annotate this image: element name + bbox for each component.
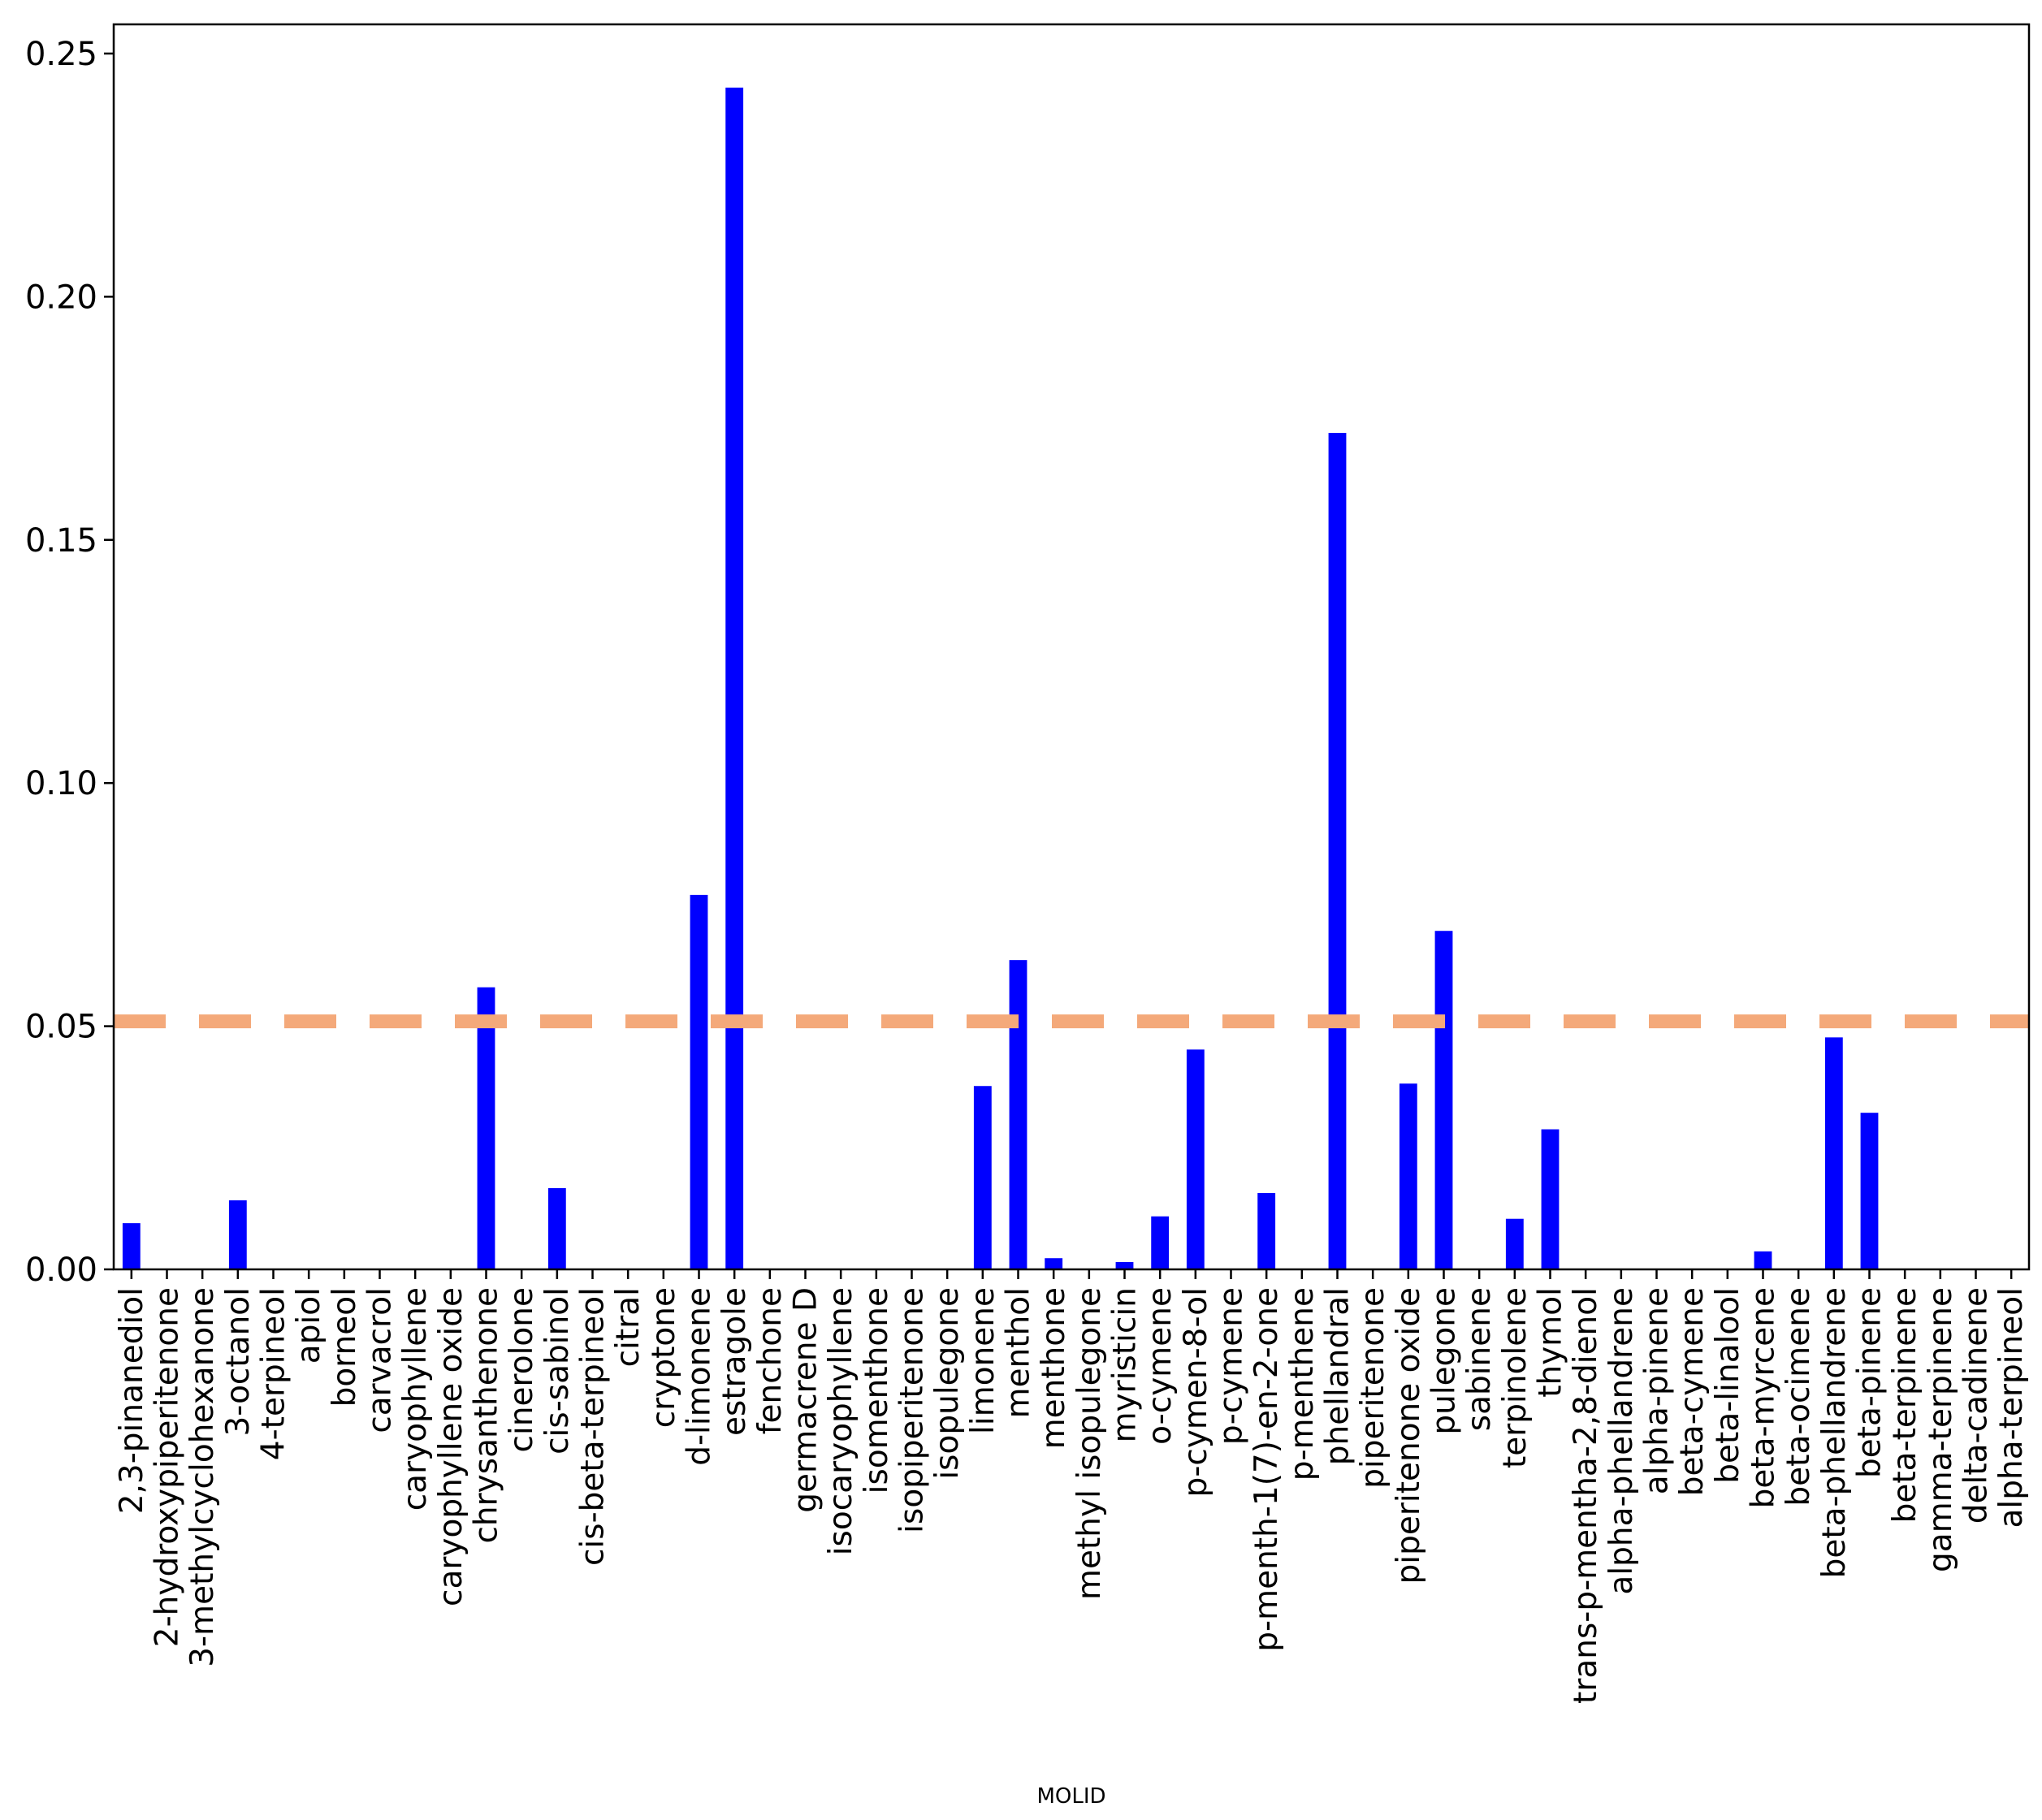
x-tick-label-35: piperitenone xyxy=(1355,1287,1391,1489)
x-axis: 2,3-pinanediol2-hydroxypiperitenone3-met… xyxy=(114,1269,2030,1704)
x-tick-label-26: menthone xyxy=(1036,1287,1072,1449)
x-tick-label-19: germacrene D xyxy=(788,1287,824,1513)
x-tick-label-41: trans-p-mentha-2,8-dienol xyxy=(1568,1287,1604,1704)
bar-34 xyxy=(1328,433,1347,1269)
x-tick-label-12: cis-sabinol xyxy=(539,1287,576,1455)
x-tick-label-11: cinerolone xyxy=(504,1287,540,1452)
bar-26 xyxy=(1045,1258,1063,1269)
y-tick-label-4: 0.20 xyxy=(25,279,97,316)
y-tick-label-5: 0.25 xyxy=(25,36,97,73)
x-tick-label-46: beta-myrcene xyxy=(1746,1287,1782,1508)
x-tick-label-49: beta-pinene xyxy=(1852,1287,1888,1478)
x-tick-label-7: carvacrol xyxy=(362,1287,399,1433)
x-tick-label-47: beta-ocimene xyxy=(1780,1287,1817,1507)
x-tick-label-18: fenchone xyxy=(752,1287,789,1434)
bar-32 xyxy=(1257,1192,1276,1269)
x-tick-label-0: 2,3-pinanediol xyxy=(114,1287,150,1514)
x-tick-label-24: limonene xyxy=(965,1287,1002,1434)
bar-36 xyxy=(1399,1083,1417,1269)
x-tick-label-45: beta-linalool xyxy=(1710,1287,1746,1484)
bar-12 xyxy=(547,1188,566,1269)
x-tick-label-5: apiol xyxy=(291,1287,327,1364)
bar-16 xyxy=(690,894,708,1269)
x-tick-label-33: p-menthene xyxy=(1284,1287,1321,1481)
x-tick-label-23: isopulegone xyxy=(929,1287,966,1480)
bar-3 xyxy=(228,1200,247,1269)
x-axis-title: MOLID xyxy=(1036,1784,1105,1809)
bar-49 xyxy=(1860,1113,1879,1269)
x-tick-label-8: caryophyllene xyxy=(397,1287,434,1511)
bar-29 xyxy=(1151,1216,1170,1269)
x-tick-label-27: methyl isopulegone xyxy=(1071,1287,1108,1600)
x-tick-label-39: terpinolene xyxy=(1497,1287,1534,1468)
x-tick-label-50: beta-terpinene xyxy=(1887,1287,1923,1523)
bar-30 xyxy=(1186,1049,1205,1269)
bar-48 xyxy=(1824,1037,1843,1269)
x-tick-label-2: 3-methylcyclohexanone xyxy=(184,1287,221,1667)
bar-25 xyxy=(1009,960,1027,1269)
x-tick-label-20: isocaryophyllene xyxy=(823,1287,859,1555)
y-tick-label-2: 0.10 xyxy=(25,765,97,802)
plot-frame xyxy=(112,23,2031,1271)
x-tick-label-6: borneol xyxy=(327,1287,363,1407)
x-tick-label-32: p-menth-1(7)-en-2-one xyxy=(1248,1287,1285,1652)
x-tick-label-42: alpha-phellandrene xyxy=(1603,1287,1640,1595)
x-tick-label-28: myristicin xyxy=(1107,1287,1144,1442)
bar-40 xyxy=(1541,1129,1560,1269)
x-tick-label-14: citral xyxy=(610,1287,647,1367)
x-tick-label-34: phellandral xyxy=(1320,1287,1356,1465)
x-tick-label-25: menthol xyxy=(1001,1287,1037,1418)
bar-17 xyxy=(725,87,744,1270)
x-tick-label-38: sabinene xyxy=(1461,1287,1498,1431)
x-tick-label-4: 4-terpineol xyxy=(256,1287,292,1460)
x-tick-label-53: alpha-terpineol xyxy=(1993,1287,2030,1528)
x-tick-label-17: estragole xyxy=(716,1287,753,1436)
x-tick-label-30: p-cymen-8-ol xyxy=(1178,1287,1214,1497)
bar-46 xyxy=(1754,1251,1772,1269)
bar-24 xyxy=(973,1086,992,1269)
x-tick-label-36: piperitenone oxide xyxy=(1391,1287,1427,1584)
bar-0 xyxy=(122,1223,141,1269)
x-tick-label-31: p-cymene xyxy=(1214,1287,1250,1445)
x-tick-label-13: cis-beta-terpineol xyxy=(575,1287,612,1566)
x-tick-label-51: gamma-terpinene xyxy=(1923,1287,1959,1572)
bars-layer xyxy=(122,87,1879,1270)
x-tick-label-3: 3-octanol xyxy=(220,1287,257,1437)
bar-10 xyxy=(477,987,495,1269)
x-tick-label-10: chrysanthenone xyxy=(469,1287,505,1544)
x-tick-label-1: 2-hydroxypiperitenone xyxy=(149,1287,186,1647)
x-tick-label-44: beta-cymene xyxy=(1674,1287,1711,1496)
bar-28 xyxy=(1115,1262,1134,1269)
x-tick-label-16: d-limonene xyxy=(681,1287,718,1466)
y-tick-label-0: 0.00 xyxy=(25,1252,97,1289)
x-tick-label-48: beta-phellandrene xyxy=(1816,1287,1853,1578)
bar-39 xyxy=(1505,1218,1524,1269)
y-axis: 0.00 0.05 0.10 0.15 0.20 0.25 xyxy=(25,36,114,1289)
x-tick-label-43: alpha-pinene xyxy=(1639,1287,1676,1494)
x-tick-label-40: thymol xyxy=(1533,1287,1569,1398)
y-tick-label-1: 0.05 xyxy=(25,1009,97,1046)
x-tick-label-22: isopiperitenone xyxy=(894,1287,931,1533)
y-tick-label-3: 0.15 xyxy=(25,522,97,560)
x-tick-label-37: pulegone xyxy=(1426,1287,1463,1435)
x-tick-label-21: isomenthone xyxy=(859,1287,895,1494)
x-tick-label-52: delta-cadinene xyxy=(1958,1287,1995,1524)
x-tick-label-29: o-cymene xyxy=(1142,1287,1179,1445)
bar-37 xyxy=(1434,931,1453,1269)
x-tick-label-15: cryptone xyxy=(646,1287,682,1428)
x-tick-label-9: caryophyllene oxide xyxy=(433,1287,469,1606)
